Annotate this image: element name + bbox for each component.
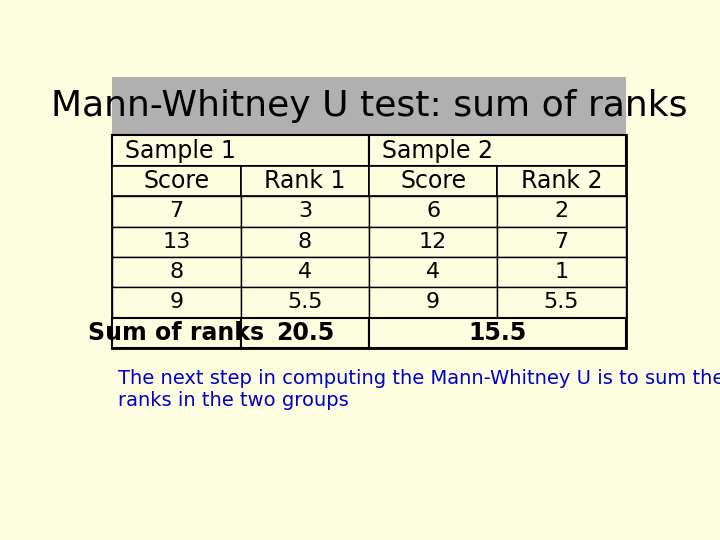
FancyBboxPatch shape	[240, 166, 369, 196]
Text: 9: 9	[426, 293, 440, 313]
FancyBboxPatch shape	[369, 136, 626, 166]
FancyBboxPatch shape	[112, 227, 240, 257]
Text: Sample 2: Sample 2	[382, 139, 492, 163]
FancyBboxPatch shape	[498, 196, 626, 227]
Text: Mann-Whitney U test: sum of ranks: Mann-Whitney U test: sum of ranks	[50, 90, 688, 123]
FancyBboxPatch shape	[369, 287, 498, 318]
FancyBboxPatch shape	[240, 196, 369, 227]
Text: 6: 6	[426, 201, 440, 221]
FancyBboxPatch shape	[112, 196, 240, 227]
Text: 5.5: 5.5	[287, 293, 323, 313]
FancyBboxPatch shape	[498, 257, 626, 287]
FancyBboxPatch shape	[369, 318, 626, 348]
Text: Sum of ranks: Sum of ranks	[89, 321, 264, 345]
FancyBboxPatch shape	[240, 227, 369, 257]
Text: Rank 2: Rank 2	[521, 169, 602, 193]
Text: 8: 8	[169, 262, 184, 282]
FancyBboxPatch shape	[112, 257, 240, 287]
FancyBboxPatch shape	[112, 166, 240, 196]
Text: Score: Score	[400, 169, 467, 193]
FancyBboxPatch shape	[369, 257, 498, 287]
Text: Score: Score	[143, 169, 210, 193]
FancyBboxPatch shape	[112, 136, 369, 166]
FancyBboxPatch shape	[112, 287, 240, 318]
Text: 13: 13	[163, 232, 191, 252]
Text: Sample 1: Sample 1	[125, 139, 236, 163]
Text: 7: 7	[554, 232, 569, 252]
Text: 4: 4	[298, 262, 312, 282]
Text: 3: 3	[298, 201, 312, 221]
FancyBboxPatch shape	[498, 166, 626, 196]
FancyBboxPatch shape	[240, 318, 369, 348]
FancyBboxPatch shape	[112, 77, 626, 136]
Text: 5.5: 5.5	[544, 293, 580, 313]
FancyBboxPatch shape	[112, 318, 240, 348]
FancyBboxPatch shape	[498, 227, 626, 257]
Text: 7: 7	[169, 201, 184, 221]
Text: Rank 1: Rank 1	[264, 169, 346, 193]
Text: 12: 12	[419, 232, 447, 252]
Text: 2: 2	[554, 201, 569, 221]
FancyBboxPatch shape	[498, 287, 626, 318]
Text: 15.5: 15.5	[468, 321, 526, 345]
FancyBboxPatch shape	[240, 257, 369, 287]
FancyBboxPatch shape	[240, 287, 369, 318]
Text: The next step in computing the Mann-Whitney U is to sum the
ranks in the two gro: The next step in computing the Mann-Whit…	[118, 369, 720, 410]
Text: 1: 1	[554, 262, 569, 282]
Text: 9: 9	[169, 293, 184, 313]
Text: 20.5: 20.5	[276, 321, 334, 345]
FancyBboxPatch shape	[112, 136, 626, 348]
FancyBboxPatch shape	[369, 196, 498, 227]
FancyBboxPatch shape	[369, 227, 498, 257]
Text: 4: 4	[426, 262, 440, 282]
FancyBboxPatch shape	[369, 166, 498, 196]
Text: 8: 8	[298, 232, 312, 252]
